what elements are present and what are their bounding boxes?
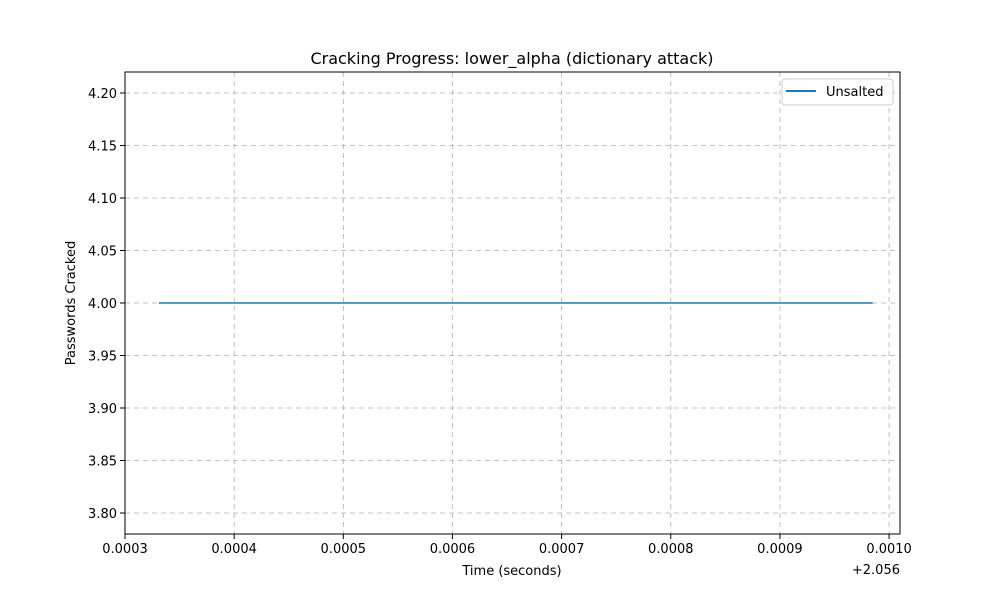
- x-tick-label: 0.0004: [211, 542, 257, 557]
- legend: Unsalted: [781, 78, 894, 106]
- y-tick-label: 3.80: [88, 507, 117, 522]
- x-tick-label: 0.0006: [430, 542, 476, 557]
- y-tick-label: 3.95: [88, 350, 117, 365]
- x-axis-offset-label: +2.056: [852, 563, 900, 578]
- y-tick-label: 3.85: [88, 455, 117, 470]
- x-axis-label: Time (seconds): [461, 564, 561, 579]
- y-tick-label: 4.05: [88, 245, 117, 260]
- x-tick-label: 0.0008: [648, 542, 694, 557]
- chart-title: Cracking Progress: lower_alpha (dictiona…: [310, 49, 713, 69]
- y-axis-label: Passwords Cracked: [64, 241, 79, 365]
- x-tick-label: 0.0005: [321, 542, 367, 557]
- y-tick-label: 4.00: [88, 297, 117, 312]
- y-tick-label: 4.15: [88, 140, 117, 155]
- y-tick-label: 4.10: [88, 192, 117, 207]
- x-tick-label: 0.0003: [102, 542, 148, 557]
- legend-label-unsalted: Unsalted: [826, 85, 883, 100]
- axes-ticks: 0.0003 0.0004 0.0005 0.0006 0.0007 0.0008 0.00…: [88, 87, 912, 557]
- y-tick-label: 4.20: [88, 87, 117, 102]
- x-tick-label: 0.0009: [757, 542, 803, 557]
- y-tick-label: 3.90: [88, 402, 117, 417]
- x-tick-label: 0.0007: [539, 542, 585, 557]
- legend-box: [781, 78, 894, 106]
- x-tick-label: 0.0010: [866, 542, 912, 557]
